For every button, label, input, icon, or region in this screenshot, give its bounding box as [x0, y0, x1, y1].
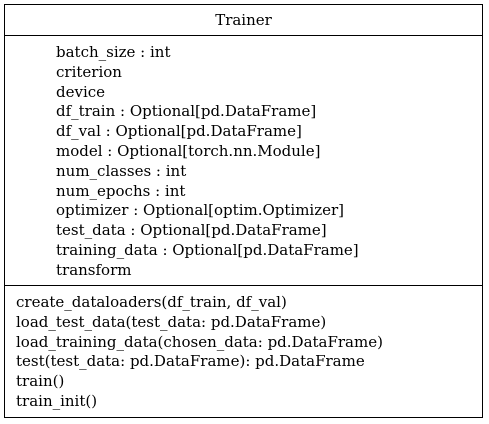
attribute-item: training_data : Optional[pd.DataFrame]: [56, 240, 359, 259]
attribute-item: num_classes : int: [56, 161, 187, 180]
attribute-item: device: [56, 82, 106, 101]
attribute-item: batch_size : int: [56, 43, 171, 61]
method-item: load_test_data(test_data: pd.DataFrame): [16, 312, 327, 331]
uml-class-box: Trainer batch_size : int criterion devic…: [4, 4, 483, 418]
method-item: train_init(): [16, 391, 98, 410]
method-item: test(test_data: pd.DataFrame): pd.DataFr…: [16, 352, 365, 371]
attribute-item: df_val : Optional[pd.DataFrame]: [56, 122, 302, 141]
attribute-item: num_epochs : int: [56, 181, 186, 200]
attribute-item: df_train : Optional[pd.DataFrame]: [56, 102, 317, 121]
method-item: create_dataloaders(df_train, df_val): [16, 293, 287, 311]
attribute-item: optimizer : Optional[optim.Optimizer]: [56, 201, 345, 220]
attribute-item: transform: [56, 260, 132, 279]
method-item: train(): [16, 372, 65, 391]
methods-compartment: create_dataloaders(df_train, df_val) loa…: [5, 286, 482, 412]
attribute-item: test_data : Optional[pd.DataFrame]: [56, 221, 327, 240]
attributes-compartment: batch_size : int criterion device df_tra…: [5, 36, 482, 286]
class-name: Trainer: [5, 5, 482, 36]
attribute-item: model : Optional[torch.nn.Module]: [56, 141, 321, 160]
attribute-item: criterion: [56, 62, 122, 81]
method-item: load_training_data(chosen_data: pd.DataF…: [16, 332, 383, 351]
